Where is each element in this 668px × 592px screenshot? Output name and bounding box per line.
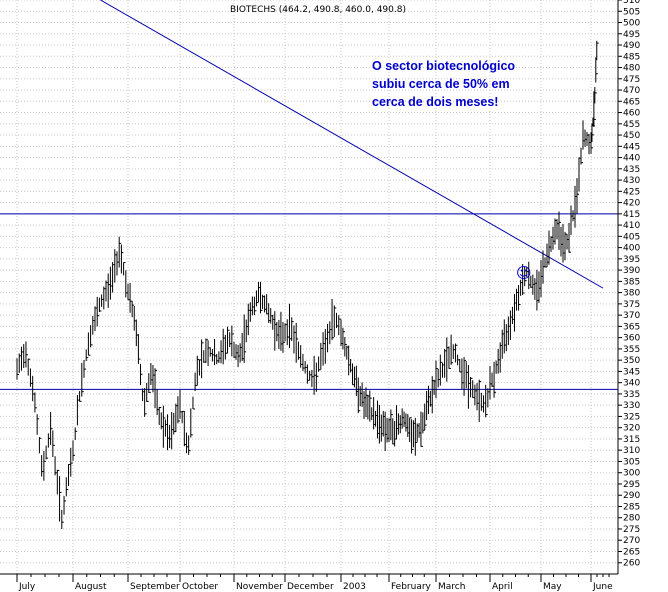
x-tick-label: June bbox=[592, 582, 613, 592]
x-tick-label: November bbox=[236, 582, 283, 592]
annotation-line-2: subiu cerca de 50% em bbox=[372, 77, 510, 91]
x-tick-label: December bbox=[287, 582, 334, 592]
y-tick-label: 350 bbox=[623, 356, 640, 366]
x-tick-label: April bbox=[492, 582, 513, 592]
y-tick-label: 475 bbox=[623, 75, 640, 85]
x-tick-label: August bbox=[75, 582, 107, 592]
y-tick-label: 490 bbox=[623, 41, 640, 51]
y-tick-label: 400 bbox=[623, 244, 640, 254]
y-tick-label: 460 bbox=[623, 109, 640, 119]
y-tick-label: 360 bbox=[623, 334, 640, 344]
y-tick-label: 320 bbox=[623, 424, 640, 434]
y-tick-label: 390 bbox=[623, 266, 640, 276]
y-tick-label: 285 bbox=[623, 502, 640, 512]
reference-lines-layer bbox=[0, 0, 618, 390]
y-tick-label: 370 bbox=[623, 311, 640, 321]
x-tick-label: February bbox=[391, 582, 432, 592]
y-tick-label: 395 bbox=[623, 255, 640, 265]
y-tick-label: 380 bbox=[623, 289, 640, 299]
x-tick-label: October bbox=[182, 582, 218, 592]
y-tick-label: 330 bbox=[623, 401, 640, 411]
y-tick-label: 500 bbox=[623, 19, 640, 29]
y-tick-label: 310 bbox=[623, 446, 640, 456]
y-tick-label: 290 bbox=[623, 491, 640, 501]
y-tick-label: 440 bbox=[623, 154, 640, 164]
y-tick-label: 260 bbox=[623, 559, 640, 569]
y-tick-label: 495 bbox=[623, 30, 640, 40]
y-tick-label: 430 bbox=[623, 176, 640, 186]
y-tick-label: 375 bbox=[623, 300, 640, 310]
y-tick-label: 365 bbox=[623, 322, 640, 332]
annotation-text: O sector biotecnológico subiu cerca de 5… bbox=[372, 59, 515, 109]
x-tick-label: September bbox=[130, 582, 180, 592]
y-tick-label: 415 bbox=[623, 210, 640, 220]
y-tick-label: 295 bbox=[623, 480, 640, 490]
x-tick-label: 2003 bbox=[343, 582, 366, 592]
y-tick-label: 485 bbox=[623, 52, 640, 62]
y-tick-label: 445 bbox=[623, 142, 640, 152]
x-tick-label: May bbox=[543, 582, 562, 592]
grid-layer bbox=[0, 0, 618, 574]
y-tick-label: 405 bbox=[623, 232, 640, 242]
x-tick-label: March bbox=[438, 582, 465, 592]
y-tick-label: 470 bbox=[623, 86, 640, 96]
y-tick-label: 280 bbox=[623, 514, 640, 524]
y-tick-label: 275 bbox=[623, 525, 640, 535]
y-tick-label: 315 bbox=[623, 435, 640, 445]
annotation-line-1: O sector biotecnológico bbox=[372, 59, 515, 73]
annotation-line-3: cerca de dois meses! bbox=[372, 95, 498, 109]
y-tick-label: 300 bbox=[623, 469, 640, 479]
y-tick-label: 270 bbox=[623, 536, 640, 546]
y-tick-label: 265 bbox=[623, 547, 640, 557]
y-tick-label: 345 bbox=[623, 367, 640, 377]
y-tick-label: 305 bbox=[623, 457, 640, 467]
chart-title: BIOTECHS (464.2, 490.8, 460.0, 490.8) bbox=[230, 5, 406, 15]
y-tick-label: 480 bbox=[623, 64, 640, 74]
y-tick-label: 410 bbox=[623, 221, 640, 231]
y-tick-label: 325 bbox=[623, 412, 640, 422]
price-series-layer bbox=[16, 40, 599, 530]
y-tick-label: 465 bbox=[623, 97, 640, 107]
smiley-icon: ☺ bbox=[516, 264, 532, 282]
y-tick-label: 420 bbox=[623, 199, 640, 209]
x-axis: July August September October November Decemb… bbox=[0, 573, 618, 592]
y-tick-label: 510 bbox=[623, 0, 640, 6]
y-tick-label: 355 bbox=[623, 345, 640, 355]
y-tick-label: 505 bbox=[623, 7, 640, 17]
y-tick-label: 450 bbox=[623, 131, 640, 141]
y-tick-label: 335 bbox=[623, 390, 640, 400]
y-tick-label: 455 bbox=[623, 120, 640, 130]
y-tick-label: 425 bbox=[623, 187, 640, 197]
downtrend-line bbox=[100, 0, 604, 289]
y-tick-label: 435 bbox=[623, 165, 640, 175]
y-tick-label: 385 bbox=[623, 277, 640, 287]
x-tick-label: July bbox=[18, 582, 36, 592]
y-tick-label: 340 bbox=[623, 379, 640, 389]
